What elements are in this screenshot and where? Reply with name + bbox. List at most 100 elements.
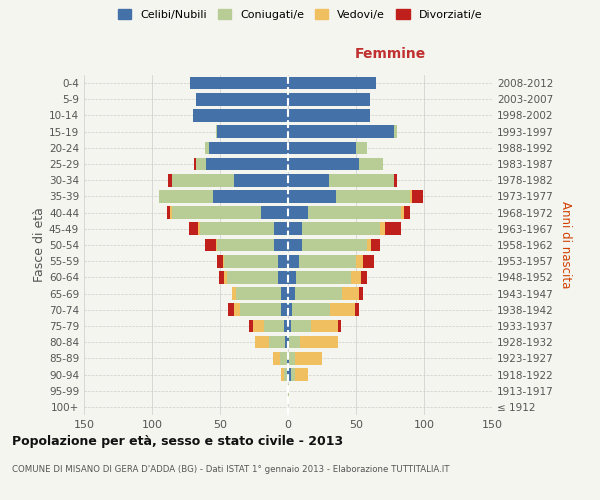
Bar bbox=[308, 206, 401, 219]
Bar bbox=[170, 206, 172, 219]
Bar bbox=[291, 320, 311, 332]
Bar bbox=[356, 142, 367, 154]
Bar bbox=[280, 352, 287, 364]
Bar bbox=[278, 255, 288, 268]
Bar bbox=[385, 222, 401, 235]
Bar bbox=[288, 255, 299, 268]
Bar bbox=[224, 255, 278, 268]
Bar bbox=[288, 126, 394, 138]
Text: Popolazione per età, sesso e stato civile - 2013: Popolazione per età, sesso e stato civil… bbox=[12, 435, 343, 448]
Bar bbox=[296, 271, 350, 283]
Bar bbox=[335, 190, 410, 202]
Y-axis label: Fasce di età: Fasce di età bbox=[33, 208, 46, 282]
Bar bbox=[288, 158, 359, 170]
Bar bbox=[284, 368, 287, 381]
Bar bbox=[281, 288, 288, 300]
Bar bbox=[256, 336, 269, 348]
Bar bbox=[232, 288, 236, 300]
Bar bbox=[288, 222, 302, 235]
Bar bbox=[394, 126, 397, 138]
Bar bbox=[236, 288, 281, 300]
Bar bbox=[190, 77, 288, 90]
Bar bbox=[288, 238, 302, 252]
Bar bbox=[302, 222, 380, 235]
Bar bbox=[223, 255, 224, 268]
Bar bbox=[299, 255, 356, 268]
Bar bbox=[274, 238, 288, 252]
Bar bbox=[288, 190, 335, 202]
Bar bbox=[359, 158, 383, 170]
Bar bbox=[263, 320, 284, 332]
Bar bbox=[284, 320, 288, 332]
Bar bbox=[367, 238, 371, 252]
Y-axis label: Anni di nascita: Anni di nascita bbox=[559, 202, 572, 288]
Bar bbox=[217, 126, 288, 138]
Bar bbox=[289, 336, 300, 348]
Bar bbox=[167, 206, 170, 219]
Bar bbox=[330, 304, 355, 316]
Bar bbox=[172, 174, 233, 186]
Bar bbox=[291, 368, 295, 381]
Bar bbox=[241, 304, 281, 316]
Bar bbox=[224, 271, 227, 283]
Bar bbox=[288, 384, 289, 397]
Bar bbox=[217, 238, 274, 252]
Bar bbox=[274, 222, 288, 235]
Bar bbox=[172, 206, 261, 219]
Bar bbox=[394, 174, 397, 186]
Bar bbox=[233, 304, 241, 316]
Text: COMUNE DI MISANO DI GERA D'ADDA (BG) - Dati ISTAT 1° gennaio 2013 - Elaborazione: COMUNE DI MISANO DI GERA D'ADDA (BG) - D… bbox=[12, 465, 449, 474]
Bar bbox=[288, 174, 329, 186]
Bar bbox=[196, 158, 206, 170]
Bar bbox=[233, 174, 288, 186]
Bar bbox=[253, 320, 263, 332]
Bar bbox=[205, 142, 209, 154]
Bar bbox=[288, 352, 289, 364]
Bar bbox=[288, 206, 308, 219]
Bar bbox=[278, 271, 288, 283]
Bar bbox=[213, 190, 288, 202]
Bar bbox=[401, 206, 404, 219]
Bar bbox=[289, 352, 295, 364]
Bar bbox=[292, 304, 330, 316]
Bar bbox=[288, 77, 376, 90]
Bar bbox=[412, 190, 422, 202]
Bar bbox=[311, 320, 338, 332]
Bar bbox=[288, 320, 291, 332]
Bar bbox=[302, 238, 367, 252]
Bar bbox=[287, 352, 288, 364]
Bar bbox=[261, 206, 288, 219]
Bar bbox=[281, 368, 284, 381]
Bar bbox=[196, 93, 288, 106]
Bar bbox=[350, 271, 361, 283]
Bar bbox=[288, 336, 289, 348]
Bar bbox=[189, 222, 198, 235]
Bar bbox=[288, 304, 292, 316]
Bar bbox=[288, 93, 370, 106]
Bar bbox=[285, 336, 288, 348]
Bar bbox=[300, 336, 338, 348]
Text: Femmine: Femmine bbox=[355, 48, 425, 62]
Bar bbox=[295, 288, 343, 300]
Bar bbox=[288, 109, 370, 122]
Bar bbox=[269, 336, 285, 348]
Bar bbox=[356, 255, 363, 268]
Bar bbox=[227, 271, 278, 283]
Bar bbox=[206, 158, 288, 170]
Bar bbox=[355, 304, 359, 316]
Bar bbox=[404, 206, 410, 219]
Bar bbox=[288, 142, 356, 154]
Bar bbox=[295, 352, 322, 364]
Bar bbox=[209, 142, 288, 154]
Bar bbox=[228, 304, 233, 316]
Bar bbox=[329, 174, 394, 186]
Bar bbox=[193, 109, 288, 122]
Bar bbox=[281, 304, 288, 316]
Bar bbox=[217, 255, 223, 268]
Bar bbox=[361, 271, 367, 283]
Bar bbox=[380, 222, 385, 235]
Bar bbox=[343, 288, 359, 300]
Bar bbox=[338, 320, 341, 332]
Bar bbox=[287, 368, 288, 381]
Legend: Celibi/Nubili, Coniugati/e, Vedovi/e, Divorziati/e: Celibi/Nubili, Coniugati/e, Vedovi/e, Di… bbox=[115, 6, 485, 23]
